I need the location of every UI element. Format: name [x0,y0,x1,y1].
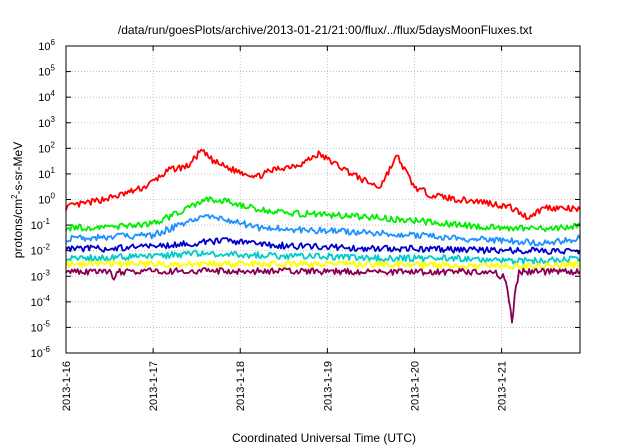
series-line [65,267,581,324]
series-line [65,259,581,270]
x-axis-label: Coordinated Universal Time (UTC) [232,431,416,445]
y-axis-label: protons/cm2-s-sr-MeV [10,142,25,258]
y-tick-label: 100 [38,192,55,207]
y-tick-label: 106 [38,38,55,53]
y-tick-label: 105 [38,64,55,79]
y-tick-label: 104 [38,89,55,104]
x-axis-ticks: 2013-1-16 2013-1-17 2013-1-18 2013-1-19 2013… [61,46,509,411]
x-tick-label: 2013-1-17 [148,361,160,411]
x-tick-label: 2013-1-18 [235,361,247,411]
x-tick-label: 2013-1-19 [322,361,334,411]
series-line [65,196,581,233]
y-tick-label: 103 [38,115,55,130]
y-tick-label: 102 [38,140,55,155]
x-tick-label: 2013-1-21 [497,361,509,411]
y-tick-label: 10-1 [31,217,51,232]
y-axis-label-superscript: 2 [10,194,19,199]
y-tick-label: 10-3 [31,268,51,283]
series-line [65,214,581,247]
y-tick-label: 10-6 [31,345,51,360]
chart-title: /data/run/goesPlots/archive/2013-01-21/2… [118,23,533,37]
series-group [65,148,581,324]
series-line [65,148,581,220]
y-tick-label: 10-4 [31,294,51,309]
y-axis-ticks: 106 105 104 103 102 101 100 10-1 10-2 10-3 10-4 10-… [31,38,580,360]
y-tick-label: 10-5 [31,319,51,334]
x-tick-label: 2013-1-16 [61,361,73,411]
series-line [65,237,581,255]
y-axis-label-text: protons/cm [11,199,25,258]
series-line [65,249,581,265]
y-tick-label: 101 [38,166,55,181]
plot-frame [65,45,581,354]
y-axis-label-suffix: -s-sr-MeV [11,142,25,195]
grid [66,46,580,353]
y-tick-label: 10-2 [31,243,51,258]
x-tick-label: 2013-1-20 [409,361,421,411]
